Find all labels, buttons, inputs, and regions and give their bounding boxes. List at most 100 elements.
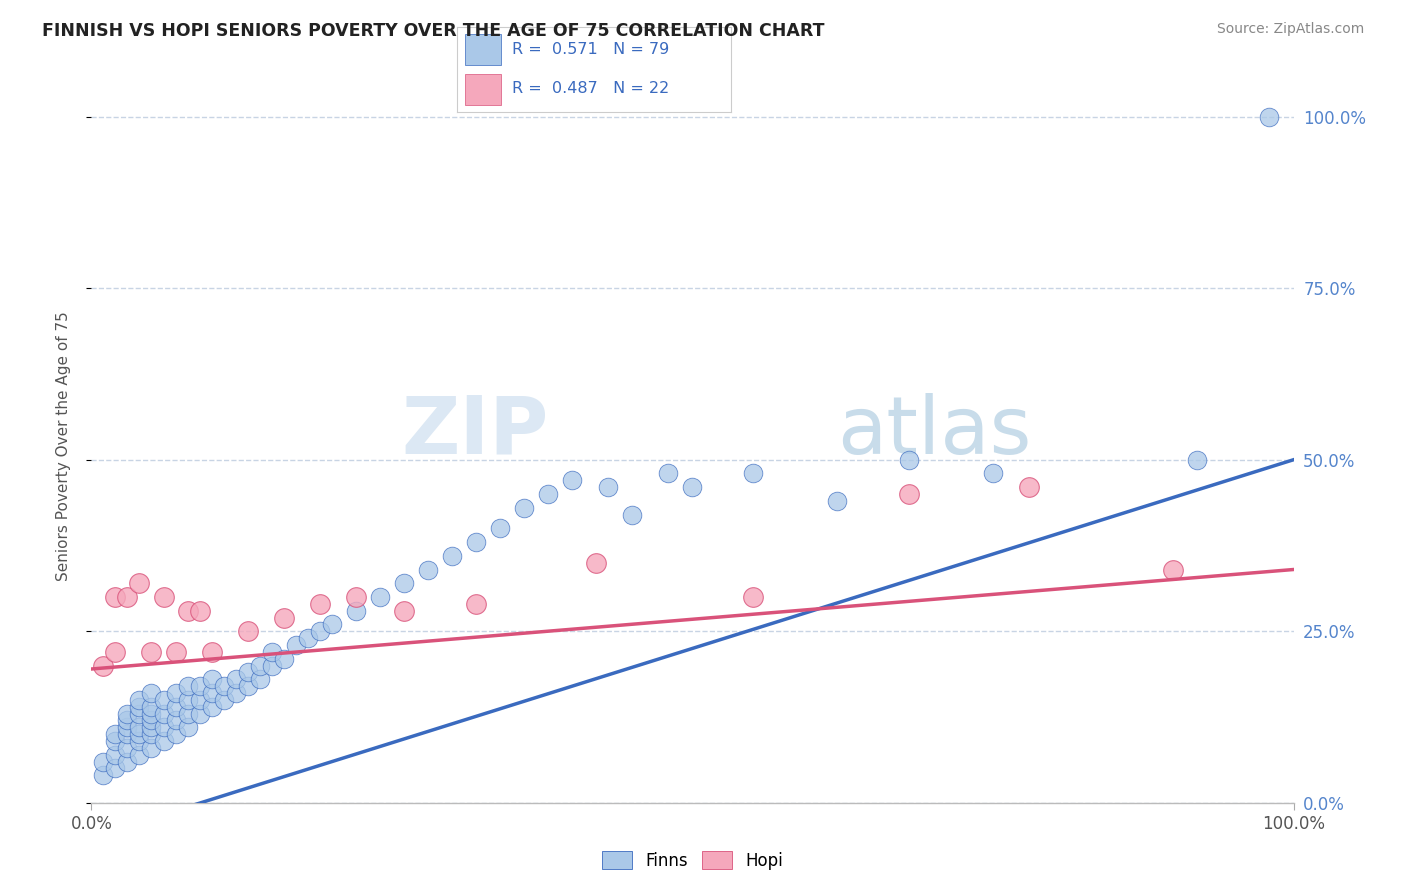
Point xyxy=(117,755,139,769)
Point xyxy=(1018,480,1040,494)
Point xyxy=(321,617,343,632)
Point xyxy=(344,604,367,618)
Point xyxy=(93,755,115,769)
Point xyxy=(104,747,127,762)
Point xyxy=(117,706,139,721)
Point xyxy=(165,714,187,728)
Point xyxy=(1258,110,1281,124)
Point xyxy=(598,480,620,494)
Point xyxy=(260,658,283,673)
Point xyxy=(104,645,127,659)
Point xyxy=(141,720,163,734)
Point xyxy=(176,720,198,734)
Point xyxy=(284,638,307,652)
Point xyxy=(117,714,139,728)
Point xyxy=(681,480,703,494)
Point xyxy=(308,624,330,639)
Point xyxy=(152,590,174,604)
Point xyxy=(176,706,198,721)
Point xyxy=(141,706,163,721)
Point xyxy=(152,693,174,707)
Point xyxy=(176,604,198,618)
Point xyxy=(537,487,560,501)
Point xyxy=(104,734,127,748)
Text: FINNISH VS HOPI SENIORS POVERTY OVER THE AGE OF 75 CORRELATION CHART: FINNISH VS HOPI SENIORS POVERTY OVER THE… xyxy=(42,22,825,40)
Point xyxy=(273,610,295,624)
Point xyxy=(225,686,247,700)
Point xyxy=(141,740,163,755)
Point xyxy=(561,473,583,487)
Point xyxy=(981,467,1004,481)
Point xyxy=(128,734,150,748)
Point xyxy=(392,576,415,591)
Point xyxy=(297,631,319,645)
Point xyxy=(236,624,259,639)
Point xyxy=(128,747,150,762)
Point xyxy=(201,645,224,659)
Point xyxy=(657,467,679,481)
Point xyxy=(621,508,644,522)
Point xyxy=(128,693,150,707)
Point xyxy=(465,597,488,611)
Point xyxy=(1161,562,1184,576)
Text: atlas: atlas xyxy=(837,392,1031,471)
Text: Source: ZipAtlas.com: Source: ZipAtlas.com xyxy=(1216,22,1364,37)
Text: ZIP: ZIP xyxy=(401,392,548,471)
Point xyxy=(104,727,127,741)
Point xyxy=(176,679,198,693)
Point xyxy=(1187,452,1209,467)
Point xyxy=(165,686,187,700)
Point xyxy=(308,597,330,611)
Point xyxy=(152,734,174,748)
Point xyxy=(585,556,607,570)
Point xyxy=(249,658,271,673)
Point xyxy=(825,494,848,508)
Point xyxy=(201,673,224,687)
Y-axis label: Seniors Poverty Over the Age of 75: Seniors Poverty Over the Age of 75 xyxy=(56,311,70,581)
Point xyxy=(93,768,115,782)
Point xyxy=(344,590,367,604)
Point xyxy=(236,679,259,693)
Point xyxy=(225,673,247,687)
Point xyxy=(176,693,198,707)
Point xyxy=(188,693,211,707)
Point xyxy=(212,693,235,707)
Point xyxy=(104,762,127,776)
Point xyxy=(141,714,163,728)
Point xyxy=(489,521,512,535)
Point xyxy=(392,604,415,618)
Point xyxy=(128,720,150,734)
Point xyxy=(93,658,115,673)
Point xyxy=(741,590,763,604)
Point xyxy=(212,679,235,693)
Bar xyxy=(465,35,501,65)
Point xyxy=(188,706,211,721)
Legend: Finns, Hopi: Finns, Hopi xyxy=(596,845,789,877)
Point xyxy=(465,535,488,549)
Point xyxy=(128,699,150,714)
Bar xyxy=(465,74,501,104)
Point xyxy=(897,452,920,467)
Point xyxy=(897,487,920,501)
Point xyxy=(141,645,163,659)
Point xyxy=(104,590,127,604)
Point xyxy=(165,699,187,714)
Point xyxy=(141,699,163,714)
Point xyxy=(117,590,139,604)
Point xyxy=(128,706,150,721)
Point xyxy=(201,699,224,714)
Point xyxy=(117,740,139,755)
Point xyxy=(201,686,224,700)
Point xyxy=(165,727,187,741)
Point xyxy=(152,720,174,734)
Text: R =  0.487   N = 22: R = 0.487 N = 22 xyxy=(512,81,669,96)
Point xyxy=(440,549,463,563)
Point xyxy=(188,679,211,693)
Point xyxy=(368,590,391,604)
Point xyxy=(236,665,259,680)
Point xyxy=(416,562,439,576)
Point xyxy=(128,576,150,591)
Point xyxy=(741,467,763,481)
Point xyxy=(141,727,163,741)
Point xyxy=(165,645,187,659)
